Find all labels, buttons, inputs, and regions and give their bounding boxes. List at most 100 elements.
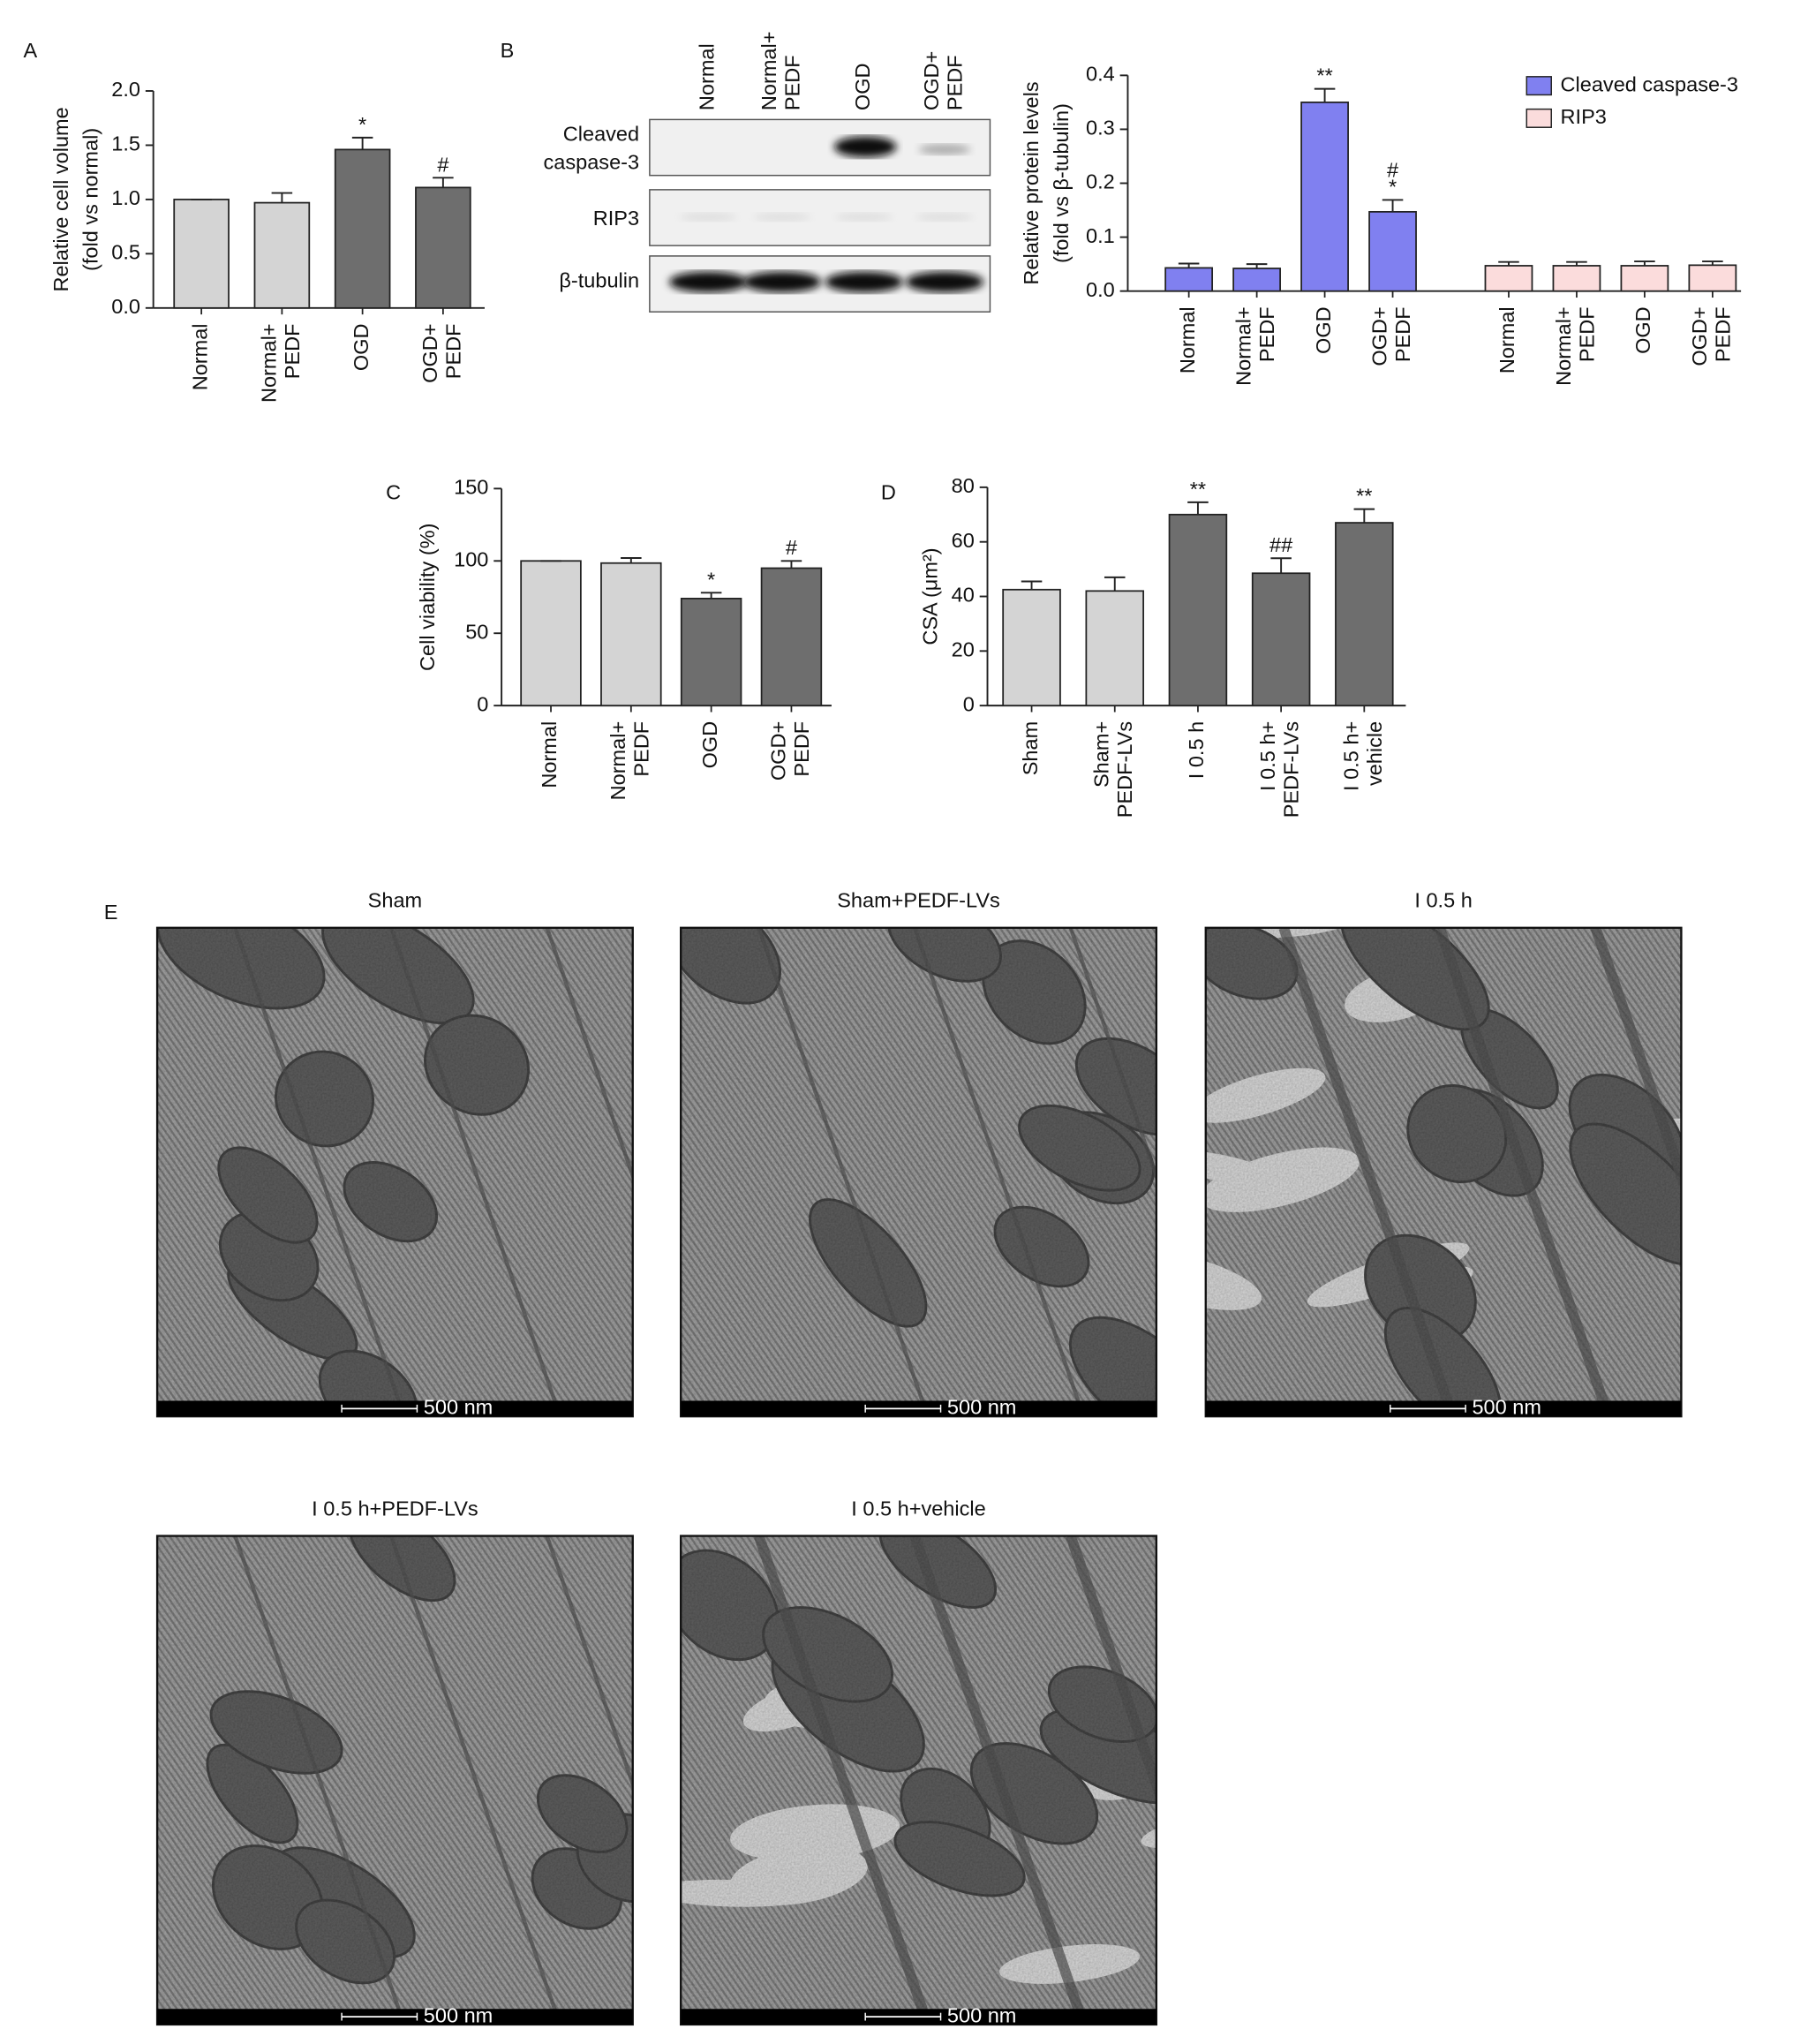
x-tick-label: Normal <box>188 323 211 390</box>
blot-band <box>915 213 974 222</box>
significance-marker: * <box>707 568 715 591</box>
mitochondrion <box>536 1774 629 1853</box>
y-tick-label: 0.4 <box>1086 63 1115 86</box>
significance-marker: ** <box>1190 478 1206 501</box>
z-line <box>913 927 1086 1417</box>
mitochondrion <box>157 927 326 1010</box>
lane-label: OGD+ <box>920 51 943 110</box>
bar <box>760 567 823 707</box>
y-tick-label: 0.5 <box>111 241 140 264</box>
bar <box>1620 265 1669 292</box>
micrograph-content <box>681 1535 1156 2025</box>
x-tick-label: PEDF <box>629 721 652 777</box>
x-tick-label: Normal+ <box>606 721 629 801</box>
y-tick-label: 80 <box>952 474 975 497</box>
mitochondrion <box>318 1349 418 1417</box>
x-tick-label: Normal <box>1176 306 1199 373</box>
bar <box>1168 513 1228 707</box>
z-line <box>233 927 406 1417</box>
x-tick-label: PEDF-LVs <box>1113 721 1136 818</box>
y-tick-label: 2.0 <box>111 78 140 101</box>
mitochondrion <box>878 1535 998 1610</box>
cytoplasm-space <box>1205 1067 1326 1123</box>
blot-band <box>835 213 893 222</box>
x-tick-label: Sham <box>1019 721 1042 775</box>
cytoplasm-space <box>998 1944 1141 1984</box>
y-tick-label: 60 <box>952 529 975 552</box>
z-line <box>545 927 633 1182</box>
y-tick-label: 150 <box>454 476 488 499</box>
y-tick-label: 0 <box>477 692 488 715</box>
micrograph <box>681 1535 1156 2025</box>
lane-label: Normal <box>695 43 718 110</box>
scale-bar-label: 500 nm <box>424 1396 493 1419</box>
legend-label: Cleaved caspase-3 <box>1561 72 1738 95</box>
mitochondrion <box>1569 1122 1682 1266</box>
x-tick-label: Normal <box>1495 306 1518 373</box>
z-line <box>753 1535 933 2025</box>
mitochondrion <box>1205 927 1299 1000</box>
x-tick-label: Normal <box>538 721 561 788</box>
bar <box>1484 265 1533 292</box>
x-tick-label: PEDF <box>441 323 464 379</box>
mitochondrion <box>1018 1104 1141 1192</box>
lane-label: Normal+ <box>757 32 780 111</box>
blot-band <box>679 213 737 222</box>
micrograph-content <box>157 927 633 1417</box>
bar <box>1164 267 1214 292</box>
x-tick-label: OGD <box>350 323 373 371</box>
x-tick-label: OGD+ <box>1368 306 1391 366</box>
blot-band <box>668 271 748 293</box>
x-tick-label: PEDF <box>281 323 304 379</box>
mitochondrion <box>343 1161 439 1243</box>
x-tick-label: I 0.5 h <box>1185 721 1208 779</box>
significance-marker: * <box>1389 175 1397 198</box>
z-line <box>233 1535 406 2025</box>
y-tick-label: 0.3 <box>1086 117 1115 140</box>
blot-row-label: caspase-3 <box>544 151 640 174</box>
y-tick-label: 1.5 <box>111 132 140 155</box>
z-line <box>1278 927 1458 1417</box>
micrograph <box>157 1535 633 2025</box>
z-line <box>1066 1535 1156 1800</box>
y-axis-label: (fold vs normal) <box>79 128 102 271</box>
micrograph-content <box>1205 927 1682 1417</box>
significance-marker: # <box>786 536 797 559</box>
scale-bar-label: 500 nm <box>424 2003 493 2026</box>
micrograph-title: I 0.5 h+PEDF-LVs <box>312 1497 478 1520</box>
bar <box>520 560 582 707</box>
bar <box>334 148 391 309</box>
z-line <box>1435 927 1614 1417</box>
y-axis-label: Relative protein levels <box>1020 81 1043 284</box>
panel-letter: C <box>386 480 401 503</box>
y-tick-label: 0 <box>963 692 975 715</box>
y-tick-label: 50 <box>465 620 488 643</box>
z-line <box>1590 927 1682 1192</box>
lane-label: OGD <box>851 63 874 110</box>
blot-band <box>825 271 903 293</box>
mitochondrion <box>217 1146 319 1244</box>
panel-letter: A <box>24 39 38 62</box>
bar <box>415 186 471 309</box>
x-tick-label: Normal+ <box>257 323 280 403</box>
micrograph-title: Sham+PEDF-LVs <box>837 889 1000 912</box>
y-axis-label: (fold vs β-tubulin) <box>1050 103 1073 263</box>
significance-marker: ## <box>1269 533 1292 556</box>
mitochondrion <box>809 1198 928 1328</box>
x-tick-label: I 0.5 h+ <box>1256 721 1279 791</box>
x-tick-label: I 0.5 h+ <box>1339 721 1362 791</box>
x-tick-label: Normal+ <box>1552 306 1575 386</box>
bar <box>253 201 311 309</box>
micrograph-title: Sham <box>368 889 422 912</box>
bar <box>1002 588 1061 707</box>
micrograph <box>681 927 1156 1417</box>
cytoplasm-space <box>1205 1150 1276 1184</box>
bar <box>1552 265 1601 292</box>
scale-bar-label: 500 nm <box>947 1396 1017 1419</box>
y-tick-label: 0.0 <box>1086 278 1115 301</box>
x-tick-label: PEDF <box>790 721 813 777</box>
x-tick-label: Sham+ <box>1090 721 1113 788</box>
y-axis-label: Relative cell volume <box>49 107 72 291</box>
